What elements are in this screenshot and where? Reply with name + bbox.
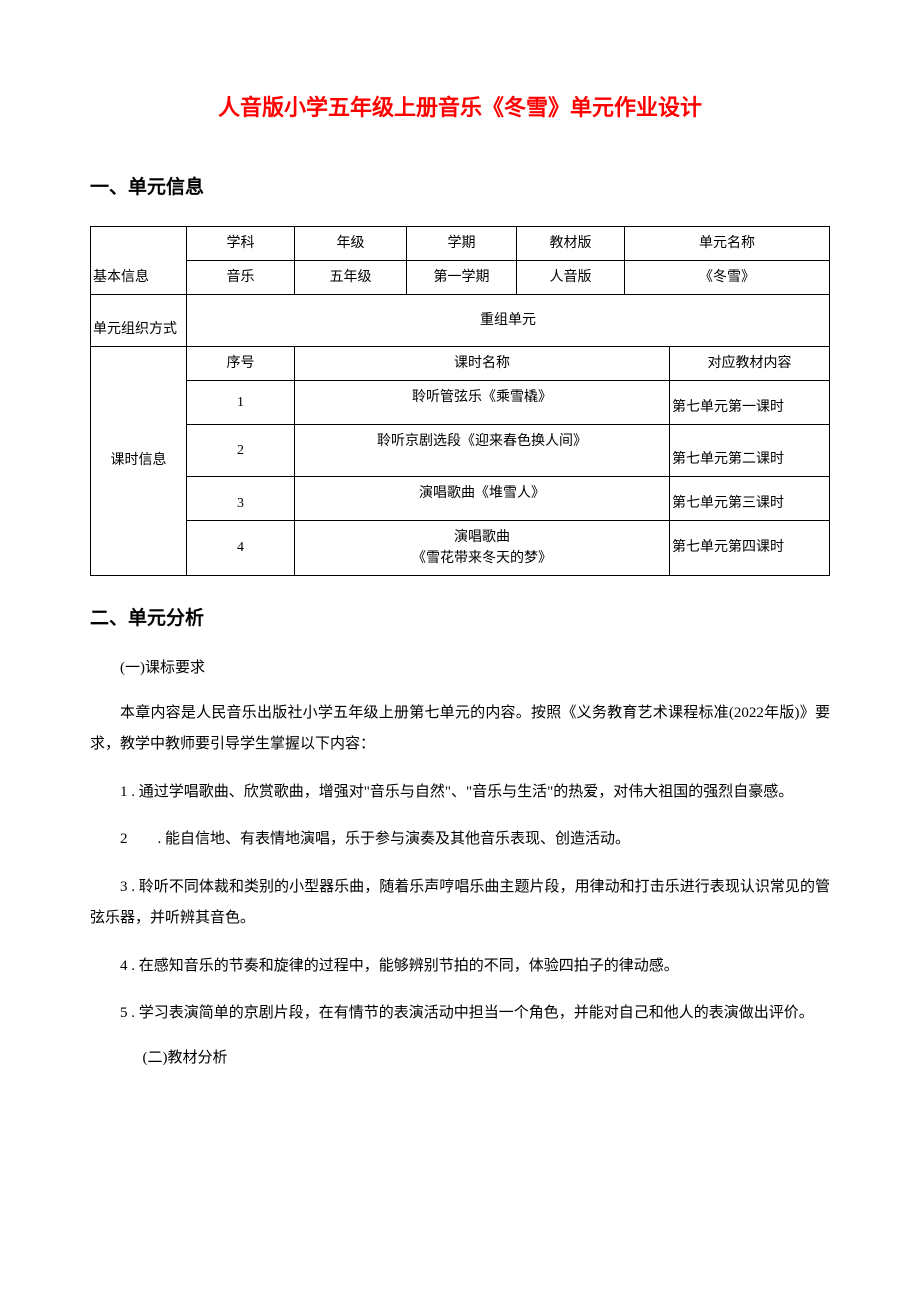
lesson-ref-cell: 第七单元第三课时 bbox=[670, 476, 830, 520]
value-cell: 音乐 bbox=[187, 260, 295, 294]
lesson-num-cell: 4 bbox=[187, 520, 295, 575]
list-item: 5 . 学习表演简单的京剧片段，在有情节的表演活动中担当一个角色，并能对自己和他… bbox=[90, 998, 830, 1030]
sub-header-cell: 课时名称 bbox=[295, 346, 670, 380]
header-cell: 单元名称 bbox=[625, 226, 830, 260]
sub-header-cell: 序号 bbox=[187, 346, 295, 380]
lesson-ref-cell: 第七单元第二课时 bbox=[670, 424, 830, 476]
value-cell: 《冬雪》 bbox=[625, 260, 830, 294]
intro-paragraph: 本章内容是人民音乐出版社小学五年级上册第七单元的内容。按照《义务教育艺术课程标准… bbox=[90, 698, 830, 761]
table-row: 3 演唱歌曲《堆雪人》 第七单元第三课时 bbox=[91, 476, 830, 520]
lesson-name-cell: 聆听管弦乐《乘雪橇》 bbox=[295, 380, 670, 424]
lesson-name-cell: 演唱歌曲《堆雪人》 bbox=[295, 476, 670, 520]
table-row: 基本信息 学科 年级 学期 教材版 单元名称 bbox=[91, 226, 830, 260]
row-label-org: 单元组织方式 bbox=[91, 294, 187, 346]
row-label-lessons: 课时信息 bbox=[91, 346, 187, 575]
page-title: 人音版小学五年级上册音乐《冬雪》单元作业设计 bbox=[90, 90, 830, 125]
header-cell: 学科 bbox=[187, 226, 295, 260]
table-row: 课时信息 序号 课时名称 对应教材内容 bbox=[91, 346, 830, 380]
header-cell: 学期 bbox=[407, 226, 517, 260]
table-row: 音乐 五年级 第一学期 人音版 《冬雪》 bbox=[91, 260, 830, 294]
table-row: 1 聆听管弦乐《乘雪橇》 第七单元第一课时 bbox=[91, 380, 830, 424]
lesson-num-cell: 2 bbox=[187, 424, 295, 476]
lesson-num-cell: 1 bbox=[187, 380, 295, 424]
sub-header-cell: 对应教材内容 bbox=[670, 346, 830, 380]
org-value-cell: 重组单元 bbox=[187, 294, 830, 346]
table-row: 2 聆听京剧选段《迎来春色换人间》 第七单元第二课时 bbox=[91, 424, 830, 476]
row-label-basic-info: 基本信息 bbox=[91, 226, 187, 294]
unit-info-table: 基本信息 学科 年级 学期 教材版 单元名称 音乐 五年级 第一学期 人音版 《… bbox=[90, 226, 830, 576]
sub-heading-2: (二)教材分析 bbox=[90, 1046, 830, 1070]
value-cell: 五年级 bbox=[295, 260, 407, 294]
section-2-heading: 二、单元分析 bbox=[90, 604, 830, 634]
lesson-num-cell: 3 bbox=[187, 476, 295, 520]
list-item: 2 . 能自信地、有表情地演唱，乐于参与演奏及其他音乐表现、创造活动。 bbox=[90, 824, 830, 856]
lesson-name-line1: 演唱歌曲 bbox=[454, 530, 510, 545]
lesson-name-line2: 《雪花带来冬天的梦》 bbox=[412, 551, 552, 566]
lesson-ref-cell: 第七单元第一课时 bbox=[670, 380, 830, 424]
lesson-name-cell: 聆听京剧选段《迎来春色换人间》 bbox=[295, 424, 670, 476]
value-cell: 人音版 bbox=[517, 260, 625, 294]
header-cell: 教材版 bbox=[517, 226, 625, 260]
list-item: 3 . 聆听不同体裁和类别的小型器乐曲，随着乐声哼唱乐曲主题片段，用律动和打击乐… bbox=[90, 872, 830, 935]
header-cell: 年级 bbox=[295, 226, 407, 260]
list-item: 1 . 通过学唱歌曲、欣赏歌曲，增强对"音乐与自然"、"音乐与生活"的热爱，对伟… bbox=[90, 777, 830, 809]
table-row: 单元组织方式 重组单元 bbox=[91, 294, 830, 346]
lesson-name-cell: 演唱歌曲 《雪花带来冬天的梦》 bbox=[295, 520, 670, 575]
table-row: 4 演唱歌曲 《雪花带来冬天的梦》 第七单元第四课时 bbox=[91, 520, 830, 575]
lesson-ref-cell: 第七单元第四课时 bbox=[670, 520, 830, 575]
list-item: 4 . 在感知音乐的节奏和旋律的过程中，能够辨别节拍的不同，体验四拍子的律动感。 bbox=[90, 951, 830, 983]
section-1-heading: 一、单元信息 bbox=[90, 173, 830, 203]
value-cell: 第一学期 bbox=[407, 260, 517, 294]
sub-heading-1: (一)课标要求 bbox=[90, 656, 830, 680]
